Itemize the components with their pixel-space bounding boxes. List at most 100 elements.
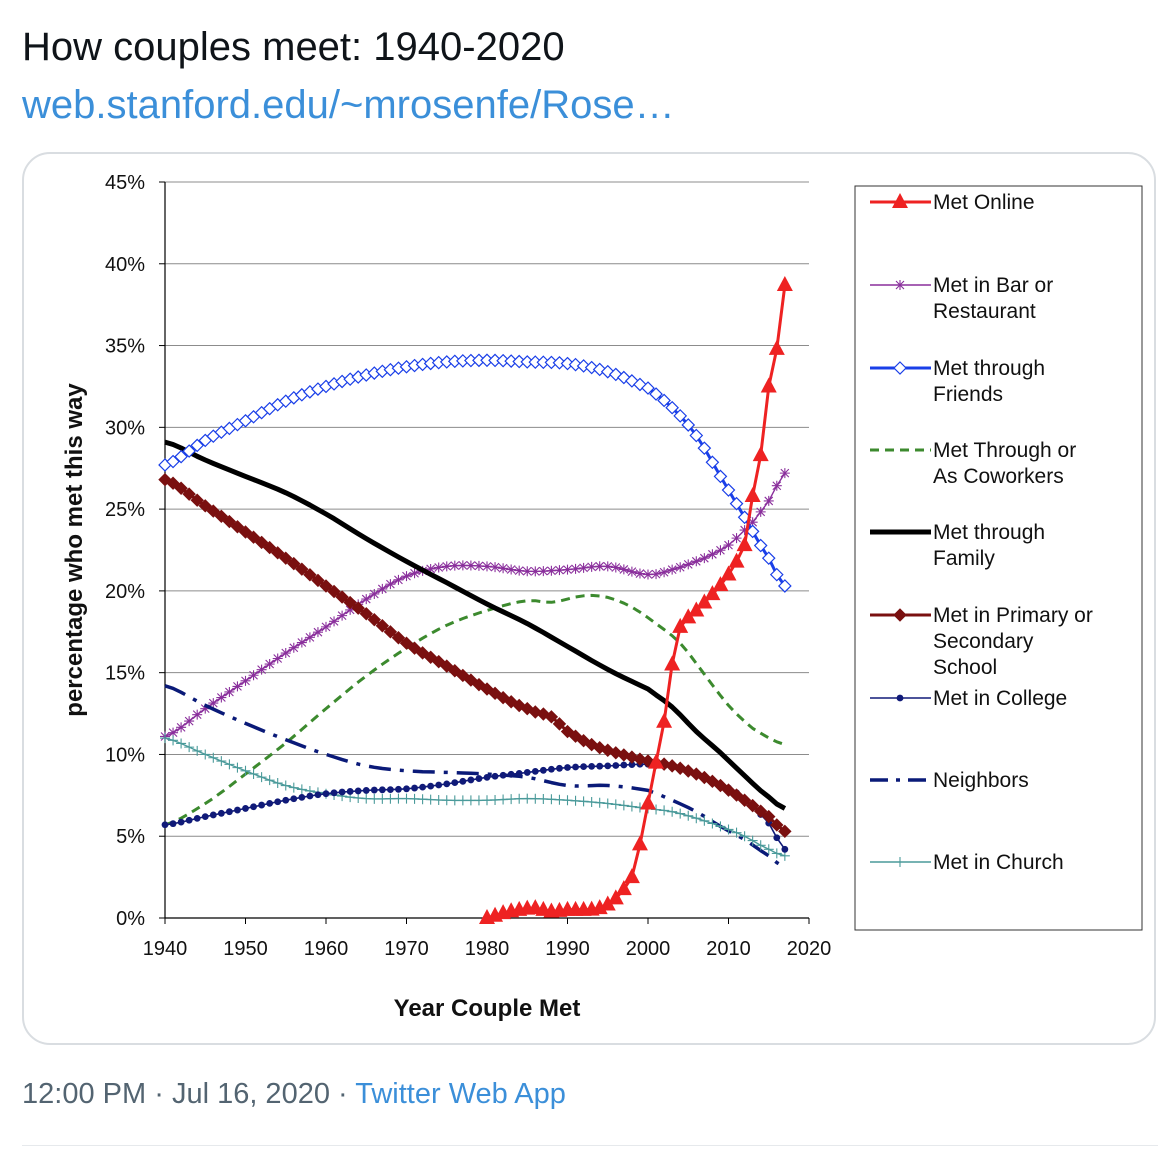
data-point-met-in-bar-or-restaurant [651, 569, 662, 580]
data-point-met-in-college [201, 813, 209, 820]
tweet-date[interactable]: Jul 16, 2020 [171, 1078, 330, 1110]
data-point-met-in-church [353, 792, 364, 803]
data-point-met-through-friends [705, 455, 720, 470]
data-point-met-online [599, 895, 616, 911]
legend-label: Restaurant [933, 300, 1036, 323]
data-point-met-in-primary-or-secondary-school [343, 595, 357, 610]
data-point-met-in-college [531, 768, 539, 775]
data-point-met-in-college [588, 762, 596, 770]
data-point-met-in-college [314, 791, 322, 799]
data-point-met-through-friends [625, 374, 639, 388]
data-point-met-in-bar-or-restaurant [176, 722, 187, 733]
data-point-met-in-bar-or-restaurant [659, 567, 670, 578]
data-point-met-in-college [395, 785, 402, 793]
data-point-met-in-primary-or-secondary-school [464, 673, 478, 687]
data-point-met-in-bar-or-restaurant [771, 480, 782, 491]
data-point-met-in-primary-or-secondary-school [448, 664, 462, 678]
data-point-met-in-primary-or-secondary-school [399, 636, 414, 650]
y-tick-label: 20% [105, 581, 145, 603]
data-point-met-in-primary-or-secondary-school [375, 619, 390, 633]
series-line-met-in-church [164, 737, 786, 857]
data-point-met-in-church [723, 824, 734, 835]
data-point-met-in-bar-or-restaurant [248, 670, 259, 681]
data-point-met-in-primary-or-secondary-school [254, 535, 269, 550]
x-tick-label: 1990 [545, 938, 590, 960]
data-point-met-in-primary-or-secondary-school [270, 546, 285, 560]
data-point-met-in-bar-or-restaurant [369, 588, 380, 599]
data-point-met-in-college [169, 820, 177, 828]
data-point-met-in-bar-or-restaurant [457, 560, 468, 571]
data-point-met-in-primary-or-secondary-school [238, 525, 253, 539]
data-point-met-online [631, 835, 648, 851]
data-point-met-in-primary-or-secondary-school [729, 788, 744, 802]
data-point-met-in-college [612, 762, 620, 769]
data-point-met-in-primary-or-secondary-school [214, 509, 229, 524]
data-point-met-through-friends [568, 357, 583, 372]
data-point-met-in-church [272, 778, 283, 789]
data-point-met-in-bar-or-restaurant [498, 563, 509, 574]
legend-label: Friends [933, 383, 1003, 406]
data-point-met-in-college [298, 793, 306, 801]
data-point-met-in-primary-or-secondary-school [552, 717, 567, 731]
data-point-met-through-friends [649, 387, 663, 401]
data-point-met-in-primary-or-secondary-school [609, 746, 623, 760]
data-point-met-online [736, 536, 753, 552]
data-point-met-in-college [620, 761, 628, 769]
data-point-met-in-college [556, 764, 563, 772]
tweet-time[interactable]: 12:00 PM [22, 1078, 147, 1110]
data-point-met-in-bar-or-restaurant [675, 562, 686, 573]
data-point-met-in-college [419, 783, 426, 791]
data-point-met-in-college [427, 782, 435, 790]
data-point-met-in-church [240, 765, 251, 776]
data-point-met-in-bar-or-restaurant [643, 569, 653, 580]
data-point-met-in-church [715, 821, 726, 832]
data-point-met-online [720, 565, 737, 581]
data-point-met-in-church [755, 840, 766, 851]
legend-label: Secondary [933, 630, 1034, 653]
data-point-met-in-primary-or-secondary-school [753, 804, 768, 818]
data-point-met-in-college [177, 818, 185, 826]
chart-card[interactable]: 0% 5% 10% 15% 20% 25% 30% 35% 40% 45% 1940 1950 1960… [22, 152, 1156, 1045]
data-point-met-in-college [387, 786, 394, 794]
meta-separator: · [338, 1078, 348, 1110]
data-point-met-through-friends [560, 356, 575, 371]
data-point-met-in-primary-or-secondary-school [351, 601, 365, 615]
data-point-met-in-bar-or-restaurant [401, 571, 412, 582]
tweet-link[interactable]: web.stanford.edu/~mrosenfe/Rose… [22, 83, 675, 127]
x-tick-label: 1940 [143, 938, 188, 960]
data-point-met-online [696, 593, 713, 609]
x-tick-label: 2020 [787, 938, 832, 960]
data-point-met-in-church [256, 772, 267, 783]
data-point-met-in-primary-or-secondary-school [681, 764, 695, 778]
data-point-met-in-church [771, 848, 782, 859]
data-point-met-through-friends [174, 449, 188, 464]
data-point-met-in-church [570, 795, 581, 806]
data-point-met-in-church [731, 827, 742, 838]
data-point-met-in-college [435, 781, 443, 789]
data-point-met-in-bar-or-restaurant [699, 553, 710, 564]
data-point-met-in-church [208, 752, 219, 763]
data-point-met-in-college [234, 806, 241, 814]
y-tick-label: 35% [105, 336, 145, 358]
data-point-met-in-college [226, 808, 233, 816]
data-point-met-in-bar-or-restaurant [723, 540, 734, 551]
data-point-met-in-primary-or-secondary-school [721, 783, 736, 797]
data-point-met-in-primary-or-secondary-school [279, 551, 293, 565]
data-point-met-in-college [483, 773, 491, 781]
legend-label: Met in Bar or [933, 274, 1053, 297]
data-point-met-in-bar-or-restaurant [321, 621, 331, 632]
data-point-met-through-friends [681, 418, 696, 432]
data-point-met-in-college [346, 788, 354, 795]
legend-label: School [933, 656, 997, 679]
series-line-met-through-friends [164, 358, 787, 587]
meta-separator: · [154, 1078, 164, 1110]
data-point-met-online [615, 880, 632, 896]
data-point-met-in-bar-or-restaurant [216, 692, 227, 703]
data-point-met-in-bar-or-restaurant [739, 525, 750, 536]
data-point-met-through-friends [673, 409, 688, 423]
data-point-met-in-church [578, 796, 589, 807]
tweet-source-link[interactable]: Twitter Web App [355, 1078, 566, 1110]
data-point-met-in-bar-or-restaurant [626, 566, 637, 577]
data-point-met-online [648, 753, 665, 769]
data-point-met-in-church [739, 831, 750, 842]
